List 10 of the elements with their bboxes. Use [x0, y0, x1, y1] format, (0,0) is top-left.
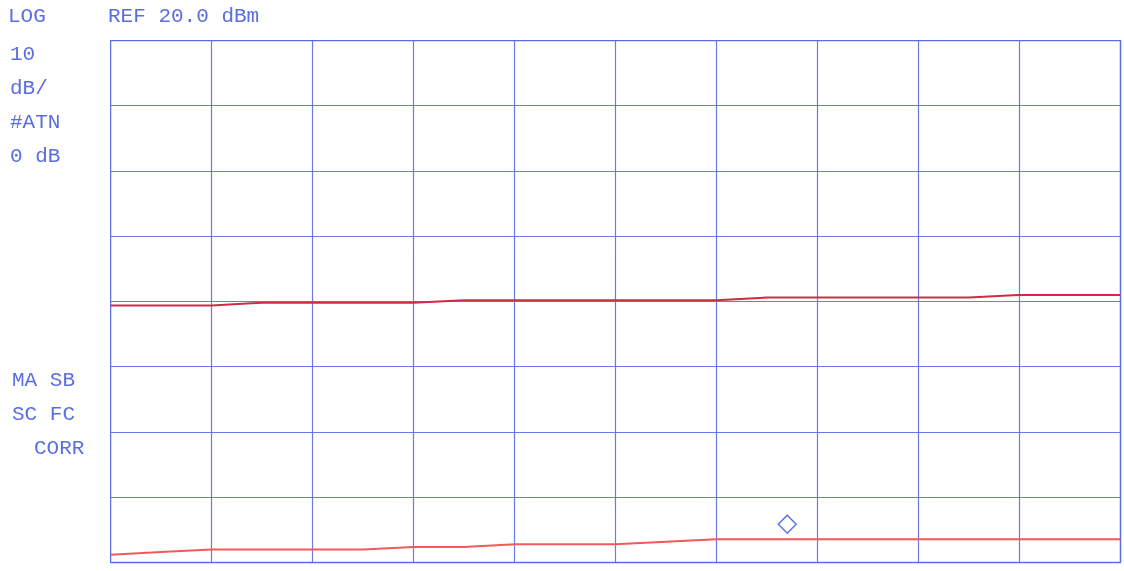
text: CORR: [34, 436, 85, 462]
text: 0 dB: [10, 144, 61, 170]
text: LOG: [8, 4, 46, 30]
text: dB/: [10, 76, 48, 102]
text: 10: [10, 42, 36, 68]
text: REF 20.0 dBm: [108, 4, 260, 30]
text: SC FC: [12, 402, 76, 428]
text: MA SB: [12, 368, 76, 394]
text: #ATN: [10, 110, 61, 136]
annotation: ◇: [777, 506, 798, 537]
